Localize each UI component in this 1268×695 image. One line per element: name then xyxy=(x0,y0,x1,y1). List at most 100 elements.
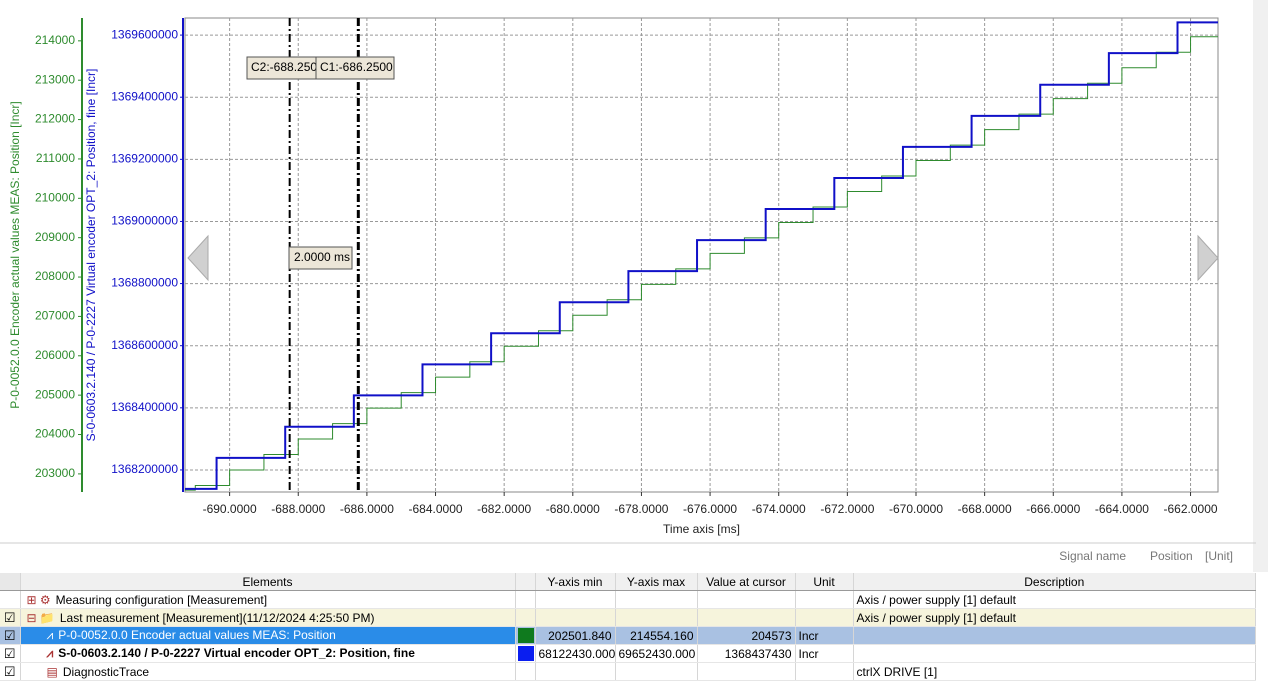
element-name: P-0-0052.0.0 Encoder actual values MEAS:… xyxy=(58,628,336,642)
table-row[interactable]: ☑ ⩘ S-0-0603.2.140 / P-0-2227 Virtual enco… xyxy=(0,644,1256,663)
x-tick-label: -682.0000 xyxy=(477,502,531,516)
nav-right[interactable] xyxy=(1197,234,1219,282)
x-tick-label: -668.0000 xyxy=(958,502,1012,516)
position: Position xyxy=(1150,549,1193,563)
series-line xyxy=(185,36,1218,491)
delta-box xyxy=(288,246,353,270)
cell xyxy=(515,573,536,591)
series-line xyxy=(185,21,1218,490)
header-row: Elements Y-axis min Y-axis max Value at cur… xyxy=(0,573,1256,591)
cell xyxy=(515,644,536,663)
icon: ⩘ xyxy=(46,628,54,642)
y-tick-label: 206000 xyxy=(35,348,75,362)
cell: Description xyxy=(853,573,1256,591)
table-row[interactable]: ⊞ ⚙ Measuring configuration [Measurement]… xyxy=(0,590,1256,609)
element-name: S-0-0603.2.140 / P-0-2227 Virtual encode… xyxy=(58,646,415,660)
cell: Value at cursor xyxy=(697,573,796,591)
y2-tick-label: 1368800000 xyxy=(111,276,178,290)
y2-tick-label: 1368600000 xyxy=(111,338,178,352)
x-tick-label: -686.0000 xyxy=(340,502,394,516)
nav-left[interactable] xyxy=(187,234,209,282)
y-tick-label: 207000 xyxy=(35,309,75,323)
cursor-label: C2:-688.250 xyxy=(251,60,317,74)
cell: 214554.160 xyxy=(615,626,698,645)
color-swatch[interactable] xyxy=(517,646,534,661)
cell xyxy=(0,573,21,591)
y-tick-label: 203000 xyxy=(35,466,75,480)
x-tick-label: -676.0000 xyxy=(683,502,737,516)
cell xyxy=(853,626,1256,645)
cursor-label: C1:-686.2500 xyxy=(320,60,393,74)
cell: 202501.840 xyxy=(535,626,616,645)
elements-table: Elements Y-axis min Y-axis max Value at cur… xyxy=(0,573,1256,681)
unit: [Unit] xyxy=(1205,549,1233,563)
cell xyxy=(515,590,536,609)
cell xyxy=(515,662,536,681)
cell xyxy=(697,590,796,609)
cell: Incr xyxy=(795,626,854,645)
table-row[interactable]: ☑ ▤ DiagnosticTrace ctrlX DRIVE [1] xyxy=(0,662,1256,681)
x-tick-label: -664.0000 xyxy=(1095,502,1149,516)
cell xyxy=(697,608,796,627)
y-tick-label: 210000 xyxy=(35,190,75,204)
y-tick-label: 211000 xyxy=(36,151,75,165)
cell: Y-axis min xyxy=(535,573,616,591)
scrollbar[interactable] xyxy=(1253,0,1268,572)
y2-tick-label: 1368200000 xyxy=(111,462,178,476)
x-tick-label: -670.0000 xyxy=(889,502,943,516)
cell: ⊟ 📁 Last measurement [Measurement](11/12/… xyxy=(20,608,516,627)
cell: Axis / power supply [1] default xyxy=(853,608,1256,627)
cell: 1368437430 xyxy=(697,644,796,663)
table-row[interactable]: ☑ ⩘ P-0-0052.0.0 Encoder actual values MEA… xyxy=(0,626,1256,645)
y-tick-label: 214000 xyxy=(35,33,75,47)
x-tick-label: -678.0000 xyxy=(614,502,668,516)
x-axis-label: Time axis [ms] xyxy=(663,522,740,536)
cell xyxy=(795,590,854,609)
y2-tick-label: 1369400000 xyxy=(111,89,178,103)
y-tick-label: 212000 xyxy=(35,112,75,126)
cell: Y-axis max xyxy=(615,573,698,591)
y2-tick-label: 1369200000 xyxy=(111,152,178,166)
element-name: DiagnosticTrace xyxy=(62,664,150,679)
chart: Signal name Position [Unit] -690.0000 -68… xyxy=(0,0,1268,572)
x-tick-label: -680.0000 xyxy=(546,502,600,516)
x-tick-label: -672.0000 xyxy=(820,502,874,516)
icon: ⩘ xyxy=(46,646,54,660)
x-tick-label: -688.0000 xyxy=(271,502,325,516)
table-row[interactable]: ☑ ⊟ 📁 Last measurement [Measurement](11/12… xyxy=(0,608,1256,627)
cell xyxy=(795,662,854,681)
cell[interactable]: ☑ xyxy=(0,626,21,645)
y-tick-label: 213000 xyxy=(35,72,75,86)
cell xyxy=(535,608,616,627)
cell xyxy=(515,608,536,627)
cell xyxy=(615,662,698,681)
x-tick-label: -662.0000 xyxy=(1164,502,1218,516)
cell xyxy=(515,626,536,645)
y-tick-label: 208000 xyxy=(35,269,75,283)
x-tick-label: -690.0000 xyxy=(203,502,257,516)
cell: ⩘ P-0-0052.0.0 Encoder actual values MEAS… xyxy=(20,626,516,645)
y-tick-label: 205000 xyxy=(35,387,75,401)
cell: 69652430.000 xyxy=(615,644,698,663)
cell: ctrlX DRIVE [1] xyxy=(853,662,1256,681)
cell: ⩘ S-0-0603.2.140 / P-0-2227 Virtual encod… xyxy=(20,644,516,663)
y2-tick-label: 1369000000 xyxy=(111,214,178,228)
cell xyxy=(535,590,616,609)
color-swatch[interactable] xyxy=(517,628,534,643)
y2-tick-label: 1369600000 xyxy=(111,27,178,41)
x-tick-label: -684.0000 xyxy=(409,502,463,516)
cell: Elements xyxy=(20,573,516,591)
cell[interactable]: ☑ xyxy=(0,608,21,627)
y-tick-label: 204000 xyxy=(35,427,75,441)
cell xyxy=(615,590,698,609)
x-tick-label: -674.0000 xyxy=(752,502,806,516)
y-tick-label: 209000 xyxy=(35,230,75,244)
icon: ⊟ 📁 xyxy=(26,610,55,625)
cursor-box xyxy=(315,56,395,80)
y-axis-label: P-0-0052.0.0 Encoder actual values MEAS:… xyxy=(8,101,22,409)
cell: 68122430.000 xyxy=(535,644,616,663)
cell[interactable]: ☑ xyxy=(0,644,21,663)
y2-tick-label: 1368400000 xyxy=(111,400,178,414)
cell[interactable]: ☑ xyxy=(0,662,21,681)
